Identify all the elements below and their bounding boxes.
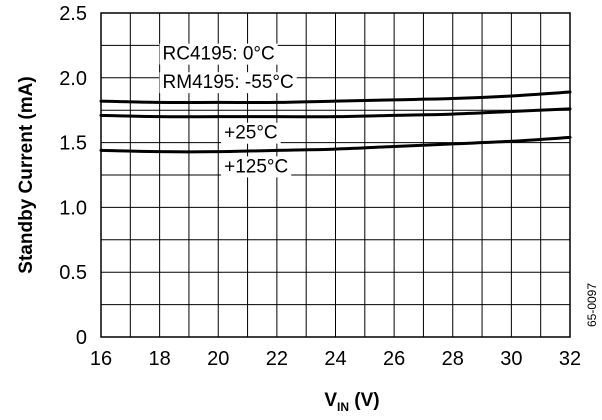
annotation-label: +25°C xyxy=(224,123,278,144)
y-axis-title: Standby Current (mA) xyxy=(16,76,37,273)
y-tick-label: 0.5 xyxy=(59,262,87,284)
grid xyxy=(101,13,570,337)
series-line-3 xyxy=(99,135,572,154)
annotation-background xyxy=(221,156,292,178)
y-tick-label: 2.5 xyxy=(59,3,87,25)
y-tick-labels: 0 0.5 1.0 1.5 2.0 2.5 xyxy=(59,3,87,349)
x-axis-title-main: V xyxy=(324,390,337,411)
x-tick-label: 20 xyxy=(207,348,229,370)
x-tick-label: 32 xyxy=(559,348,581,370)
annotation-label: RM4195: -55°C xyxy=(163,72,294,93)
x-tick-labels: 16 18 20 22 24 26 28 30 32 xyxy=(90,348,581,370)
y-tick-label: 2.0 xyxy=(59,68,87,90)
annotation-label: +125°C xyxy=(224,156,288,177)
annotation-background xyxy=(221,122,281,144)
plot-frame xyxy=(100,12,571,338)
y-tick-label: 0 xyxy=(76,327,87,349)
annotation-label: RC4195: 0°C xyxy=(163,44,275,65)
figure-code: 65-0097 xyxy=(585,283,599,327)
x-tick-label: 28 xyxy=(442,348,464,370)
x-tick-label: 26 xyxy=(383,348,405,370)
x-axis-title: VIN (V) xyxy=(324,390,379,414)
x-tick-label: 30 xyxy=(500,348,522,370)
annotation-background xyxy=(159,43,278,65)
series-lines xyxy=(99,90,572,154)
annotations: RC4195: 0°C RM4195: -55°C +25°C +125°C xyxy=(159,43,297,178)
x-tick-label: 22 xyxy=(266,348,288,370)
y-tick-label: 1.5 xyxy=(59,133,87,155)
series-line-2 xyxy=(99,107,572,119)
x-tick-label: 18 xyxy=(149,348,171,370)
x-tick-label: 16 xyxy=(90,348,112,370)
y-tick-label: 1.0 xyxy=(59,197,87,219)
x-axis-title-subscript: IN xyxy=(337,400,349,414)
x-tick-label: 24 xyxy=(324,348,346,370)
x-axis-title-unit: (V) xyxy=(349,390,380,411)
series-line-1 xyxy=(99,90,572,105)
annotation-background xyxy=(159,72,297,94)
